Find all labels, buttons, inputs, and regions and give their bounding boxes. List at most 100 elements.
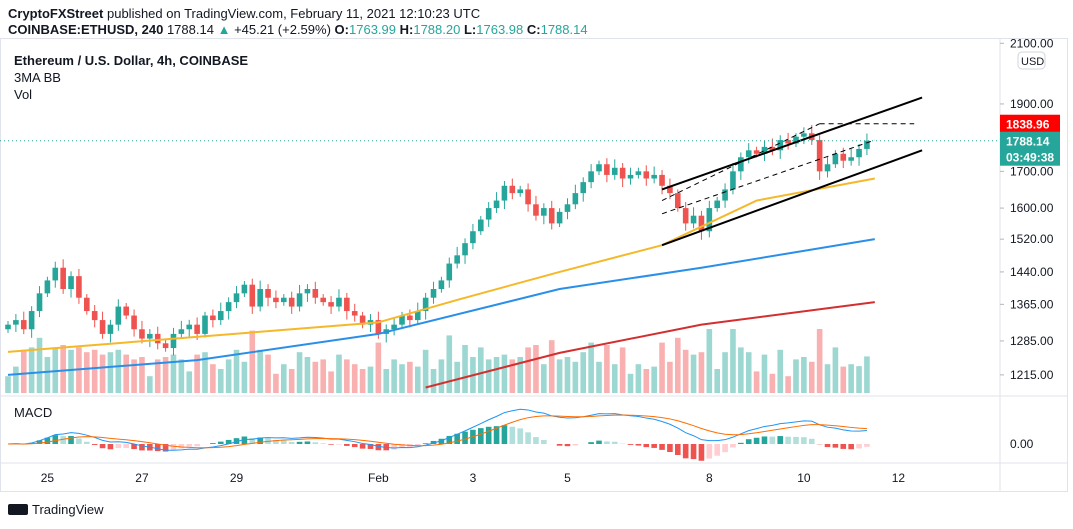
volume-bar: [619, 347, 626, 393]
candle-body: [525, 189, 531, 205]
volume-bar: [28, 347, 35, 393]
candle-body: [462, 243, 468, 256]
macd-histogram-bar: [391, 444, 397, 450]
x-tick-label: 27: [135, 471, 149, 485]
volume-bar: [682, 349, 689, 393]
candle-body: [359, 315, 366, 325]
volume-bar: [793, 359, 799, 393]
candle-body: [588, 171, 594, 183]
volume-bar: [785, 376, 791, 393]
macd-histogram-bar: [643, 444, 650, 448]
volume-bar: [824, 364, 831, 393]
macd-histogram-bar: [840, 444, 847, 449]
candle-body: [320, 297, 326, 303]
candle-body: [154, 333, 161, 344]
candle-body: [115, 306, 122, 325]
volume-bar: [509, 359, 516, 393]
macd-histogram-bar: [36, 440, 43, 444]
candle-body: [832, 153, 839, 165]
macd-histogram-bar: [525, 432, 531, 444]
candle-body: [745, 150, 752, 158]
volume-bar: [706, 329, 713, 393]
candle-body: [556, 211, 563, 224]
candle-body: [777, 140, 784, 151]
volume-bar: [462, 345, 468, 393]
candle-body: [698, 215, 705, 232]
high-price-text: 1838.96: [1006, 118, 1050, 132]
candle-body: [864, 140, 870, 149]
macd-histogram-bar: [753, 437, 760, 444]
candle-body: [611, 167, 618, 175]
y-tick-label: 1365.00: [1010, 297, 1054, 311]
x-tick-label: 25: [41, 471, 55, 485]
candle-body: [194, 324, 200, 334]
symbol-line: COINBASE:ETHUSD, 240 1788.14 ▲ +45.21 (+…: [8, 22, 588, 37]
volume-bar: [249, 330, 256, 393]
candle-body: [446, 263, 453, 281]
volume-bar: [643, 369, 650, 393]
volume-bar: [698, 352, 705, 393]
candle-body: [533, 204, 539, 216]
volume-bar: [414, 366, 421, 393]
candle-body: [690, 215, 697, 224]
volume-bar: [233, 349, 240, 393]
candle-body: [233, 293, 240, 303]
candle-body: [241, 284, 248, 294]
volume-bar: [296, 352, 303, 393]
volume-bar: [304, 357, 311, 393]
candle-body: [60, 267, 66, 289]
macd-histogram-bar: [667, 444, 673, 453]
volume-bar: [580, 352, 587, 393]
x-tick-label: 5: [564, 471, 571, 485]
candle-body: [541, 208, 547, 216]
candle-body: [5, 324, 11, 330]
x-tick-label: 10: [797, 471, 811, 485]
volume-bar: [115, 349, 122, 393]
candle-body: [399, 315, 405, 325]
macd-histogram-bar: [210, 443, 216, 444]
candle-body: [13, 320, 19, 325]
candle-body: [438, 280, 445, 289]
candle-body: [548, 208, 555, 224]
candle-body: [249, 284, 256, 307]
countdown-text: 03:49:38: [1006, 151, 1054, 165]
candle-body: [493, 200, 500, 209]
macd-histogram-bar: [462, 431, 468, 444]
volume-bar: [753, 371, 760, 393]
macd-histogram-bar: [273, 439, 279, 444]
volume-bar: [769, 373, 776, 393]
candle-body: [76, 276, 82, 298]
macd-histogram-bar: [564, 444, 571, 447]
volume-bar: [5, 376, 11, 393]
tradingview-logo[interactable]: TradingView: [8, 502, 104, 517]
macd-histogram-bar: [588, 442, 594, 444]
volume-bar: [690, 354, 697, 393]
macd-histogram-bar: [91, 444, 98, 445]
volume-bar: [816, 329, 823, 393]
macd-histogram-bar: [848, 444, 854, 450]
candle-body: [162, 343, 169, 349]
volume-bar: [738, 347, 744, 393]
macd-histogram-bar: [84, 441, 90, 444]
macd-histogram-bar: [556, 444, 563, 446]
volume-bar: [20, 349, 27, 393]
macd-histogram-bar: [170, 444, 177, 451]
volume-bar: [162, 357, 169, 393]
candle-body: [848, 157, 854, 161]
candle-body: [675, 193, 681, 209]
moving-average-line: [425, 301, 875, 389]
volume-bar: [351, 364, 358, 393]
signal-line: [7, 414, 867, 449]
currency-button[interactable]: [1017, 51, 1046, 70]
macd-histogram-bar: [422, 443, 429, 444]
symbol: COINBASE:ETHUSD, 240: [8, 22, 164, 37]
candle-body: [281, 297, 287, 303]
candle-body: [131, 315, 137, 330]
macd-histogram-bar: [344, 444, 350, 446]
macd-histogram-bar: [651, 444, 657, 448]
volume-bar: [596, 361, 602, 393]
macd-histogram-bar: [296, 441, 303, 444]
macd-histogram-bar: [501, 425, 508, 444]
candle-body: [596, 164, 602, 172]
